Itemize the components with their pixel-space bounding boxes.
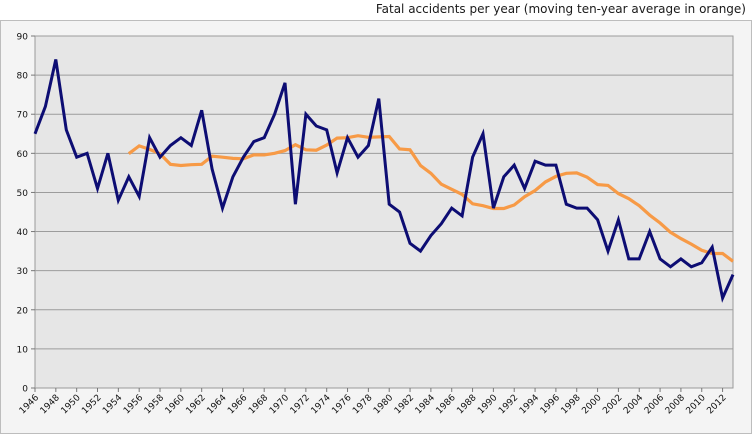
x-tick-label-1976: 1976: [330, 393, 353, 416]
x-tick-label-1946: 1946: [18, 393, 41, 416]
x-tick-label-2008: 2008: [664, 393, 687, 416]
y-tick-label-90: 90: [17, 33, 29, 43]
x-tick-label-1988: 1988: [455, 393, 478, 416]
y-tick-label-50: 50: [17, 189, 29, 199]
y-tick-label-40: 40: [17, 228, 29, 238]
chart-title: Fatal accidents per year (moving ten-yea…: [375, 2, 746, 16]
x-tick-label-1978: 1978: [351, 393, 374, 416]
x-tick-label-1966: 1966: [226, 393, 249, 416]
x-tick-label-2006: 2006: [643, 393, 666, 416]
x-tick-label-1962: 1962: [185, 393, 208, 416]
y-tick-label-60: 60: [17, 150, 29, 160]
y-tick-label-30: 30: [17, 267, 29, 277]
y-tick-label-20: 20: [17, 306, 29, 316]
x-tick-label-1998: 1998: [560, 393, 583, 416]
x-tick-label-1996: 1996: [539, 393, 562, 416]
x-tick-label-1986: 1986: [435, 393, 458, 416]
x-tick-label-1980: 1980: [372, 393, 395, 416]
x-tick-label-1958: 1958: [143, 393, 166, 416]
y-tick-label-0: 0: [22, 385, 28, 395]
x-tick-label-1964: 1964: [205, 393, 228, 416]
x-tick-label-1994: 1994: [518, 393, 541, 416]
y-tick-label-80: 80: [17, 72, 29, 82]
x-tick-label-1948: 1948: [39, 393, 62, 416]
x-tick-label-1954: 1954: [101, 393, 124, 416]
series-line-moving-average: [127, 134, 734, 263]
x-tick-label-2004: 2004: [622, 393, 645, 416]
y-tick-label-70: 70: [17, 111, 29, 121]
x-tick-label-2010: 2010: [685, 393, 708, 416]
x-tick-label-1968: 1968: [247, 393, 270, 416]
x-tick-label-2000: 2000: [580, 393, 603, 416]
x-tick-label-1982: 1982: [393, 393, 416, 416]
x-tick-label-1956: 1956: [122, 393, 145, 416]
series-line-yearly: [33, 59, 735, 303]
x-tick-label-1972: 1972: [289, 393, 312, 416]
x-tick-label-1984: 1984: [414, 393, 437, 416]
x-tick-label-2012: 2012: [705, 393, 728, 416]
plot-area: [34, 35, 734, 389]
x-tick-label-1974: 1974: [310, 393, 333, 416]
y-tick-label-10: 10: [17, 345, 29, 355]
x-tick-label-2002: 2002: [601, 393, 624, 416]
x-tick-label-1950: 1950: [60, 393, 83, 416]
x-tick-label-1970: 1970: [268, 393, 291, 416]
x-tick-label-1960: 1960: [164, 393, 187, 416]
x-tick-label-1990: 1990: [476, 393, 499, 416]
x-tick-label-1952: 1952: [80, 393, 103, 416]
x-tick-label-1992: 1992: [497, 393, 520, 416]
